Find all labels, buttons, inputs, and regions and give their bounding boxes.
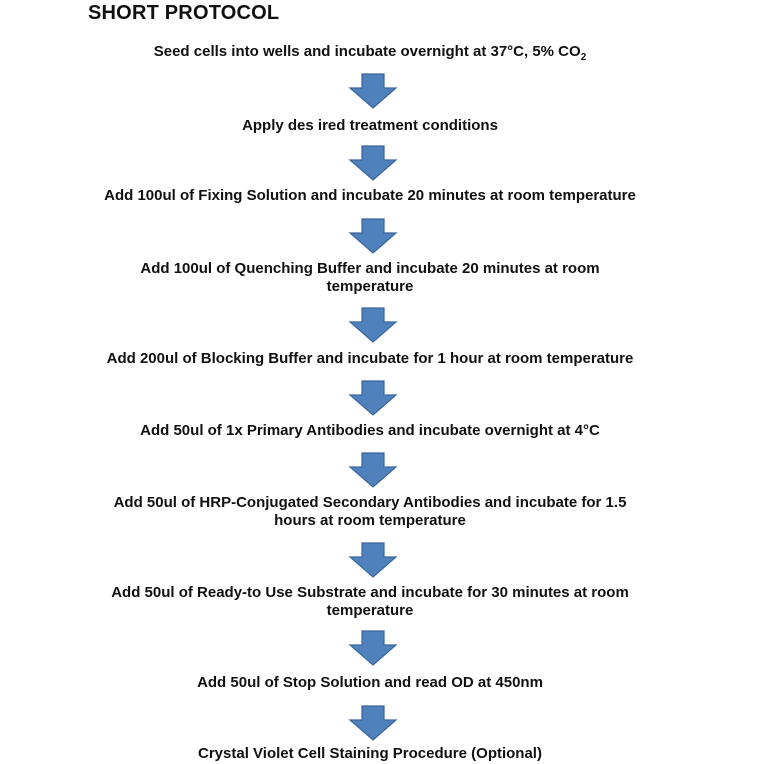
step-10: Crystal Violet Cell Staining Procedure (…: [198, 745, 542, 762]
down-arrow-icon: [348, 307, 398, 343]
down-arrow-icon: [348, 630, 398, 666]
step-2: Apply des ired treatment conditions: [242, 117, 498, 134]
down-arrow-icon: [348, 145, 398, 181]
down-arrow-icon: [348, 542, 398, 578]
down-arrow-icon: [348, 452, 398, 488]
step-text: Seed cells into wells and incubate overn…: [153, 43, 581, 60]
step-8: Add 50ul of Ready-to Use Substrate and i…: [111, 584, 629, 619]
step-9: Add 50ul of Stop Solution and read OD at…: [197, 674, 543, 691]
down-arrow-icon: [348, 380, 398, 416]
step-5: Add 200ul of Blocking Buffer and incubat…: [106, 350, 634, 367]
step-1: Seed cells into wells and incubate overn…: [70, 43, 670, 67]
step-4: Add 100ul of Quenching Buffer and incuba…: [140, 260, 600, 295]
page-title: SHORT PROTOCOL: [88, 2, 280, 24]
step-7: Add 50ul of HRP-Conjugated Secondary Ant…: [113, 494, 627, 529]
down-arrow-icon: [348, 73, 398, 109]
subscript: 2: [580, 52, 587, 63]
step-6: Add 50ul of 1x Primary Antibodies and in…: [140, 422, 600, 439]
step-3: Add 100ul of Fixing Solution and incubat…: [104, 187, 636, 204]
down-arrow-icon: [348, 218, 398, 254]
down-arrow-icon: [348, 705, 398, 741]
